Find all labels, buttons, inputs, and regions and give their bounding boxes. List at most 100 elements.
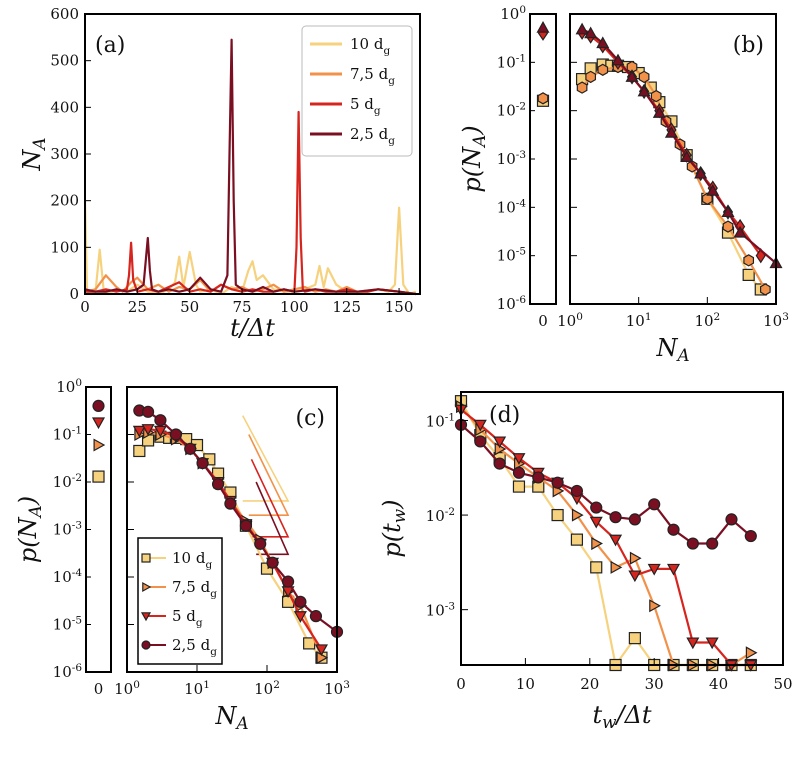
data-point-2.5 xyxy=(224,497,237,510)
data-point-2.5 xyxy=(733,225,747,238)
data-point-2.5 xyxy=(169,428,183,441)
y-tick-label: 10-4 xyxy=(497,197,527,216)
y-axis-label: p(NA) xyxy=(458,125,489,192)
data-point-5 xyxy=(609,534,623,547)
guide-line-7.5 xyxy=(248,434,290,517)
y-tick-label: 100 xyxy=(50,238,79,256)
legend-label: 10 dg xyxy=(350,35,390,57)
x-tick-label: 100 xyxy=(114,679,140,698)
data-point-7.5 xyxy=(591,537,603,551)
data-point-2.5 xyxy=(667,523,680,536)
data-point-7.5 xyxy=(610,560,623,574)
zero-point-2.5 xyxy=(92,399,105,413)
data-point-2.5 xyxy=(211,478,225,491)
legend-marker xyxy=(140,612,152,622)
legend-marker xyxy=(141,640,151,650)
series-line-7.5 xyxy=(581,65,767,291)
x-axis-label: NA xyxy=(214,702,248,733)
x-tick-label: 50 xyxy=(180,298,199,316)
x-axis-label: tw/Δt xyxy=(592,701,651,732)
zero-point-2.5 xyxy=(536,20,550,33)
zero-tick-label: 0 xyxy=(538,312,548,330)
y-axis-label: p(NA) xyxy=(14,496,45,563)
data-point-5 xyxy=(141,424,155,436)
y-axis-label: NA xyxy=(18,137,49,171)
data-point-2.5 xyxy=(611,53,625,66)
data-point-2.5 xyxy=(637,84,651,97)
data-point-2.5 xyxy=(686,537,699,550)
y-tick-label: 10-2 xyxy=(497,101,526,120)
data-point-7.5 xyxy=(597,63,609,77)
x-tick-label: 100 xyxy=(557,311,583,330)
x-tick-label: 40 xyxy=(709,675,728,693)
legend-label: 7,5 dg xyxy=(172,578,217,600)
data-point-10 xyxy=(742,268,755,282)
data-point-2.5 xyxy=(196,456,209,470)
y-tick-label: 400 xyxy=(50,98,79,116)
data-point-7.5 xyxy=(585,70,597,84)
x-tick-label: 102 xyxy=(694,311,720,330)
data-point-7.5 xyxy=(629,551,642,565)
y-tick-label: 500 xyxy=(50,52,79,70)
data-point-7.5 xyxy=(576,81,588,94)
series-line-10 xyxy=(460,400,751,667)
data-point-5 xyxy=(512,453,526,465)
y-tick-label: 100 xyxy=(500,4,526,23)
data-point-7.5 xyxy=(649,599,661,613)
data-point-2.5 xyxy=(694,166,708,179)
panel-label: (b) xyxy=(733,33,764,58)
legend-box xyxy=(301,25,413,157)
panel-label: (d) xyxy=(489,403,520,428)
x-tick-label: 20 xyxy=(580,675,599,693)
x-tick-label: 25 xyxy=(128,298,147,316)
data-point-2.5 xyxy=(570,484,584,498)
data-point-2.5 xyxy=(744,529,757,543)
data-point-5 xyxy=(314,644,328,657)
data-point-7.5 xyxy=(638,70,650,84)
panel-label: (a) xyxy=(95,33,125,58)
data-point-10 xyxy=(512,480,526,493)
data-point-2.5 xyxy=(493,457,506,470)
guide-line-10 xyxy=(242,415,290,502)
x-tick-label: 50 xyxy=(773,675,792,693)
x-tick-label: 103 xyxy=(324,679,350,698)
y-tick-label: 10-1 xyxy=(497,52,526,71)
y-axis-label: p(tw) xyxy=(378,499,409,557)
x-tick-label: 101 xyxy=(184,679,210,698)
data-point-10 xyxy=(590,561,603,574)
panel-b: 0 100 101 102 103 100 10-1 10-2 10-3 10-4 10-5 10-6… xyxy=(458,4,789,365)
y-tick-label: 10-4 xyxy=(53,567,83,586)
data-point-2.5 xyxy=(512,466,526,479)
legend-label: 2,5 dg xyxy=(350,125,395,147)
data-point-2.5 xyxy=(609,511,622,524)
data-point-2.5 xyxy=(154,414,167,427)
data-point-2.5 xyxy=(725,513,738,526)
data-point-5 xyxy=(647,563,661,576)
data-point-5 xyxy=(686,637,700,650)
panel-d: 0 10 20 30 40 50 10-1 10-2 10-3 tw/Δt p(tw) (d) xyxy=(378,391,793,732)
data-point-5 xyxy=(589,516,603,529)
data-point-2.5 xyxy=(281,575,295,588)
y-tick-label: 10-3 xyxy=(497,149,526,168)
data-point-2.5 xyxy=(664,125,678,138)
y-tick-label: 10-5 xyxy=(497,246,526,265)
data-point-5 xyxy=(293,611,307,623)
panel-a: 0 25 50 75 100 125 150 0 100 200 300 400 500 600 t/Δt N… xyxy=(18,5,421,342)
y-tick-label: 600 xyxy=(50,5,79,23)
data-point-2.5 xyxy=(309,610,323,623)
data-point-5 xyxy=(705,637,719,650)
x-tick-label: 125 xyxy=(332,298,361,316)
data-point-10 xyxy=(551,508,564,522)
legend-marker xyxy=(142,581,152,593)
x-tick-label: 103 xyxy=(763,311,789,330)
x-tick-label: 75 xyxy=(232,298,251,316)
data-point-7.5 xyxy=(745,646,758,660)
data-point-2.5 xyxy=(141,405,155,418)
x-tick-label: 0 xyxy=(456,675,466,693)
data-point-2.5 xyxy=(706,537,719,550)
y-tick-label: 200 xyxy=(50,192,79,210)
data-point-2.5 xyxy=(474,435,487,448)
y-tick-label: 10-2 xyxy=(426,506,455,525)
x-tick-label: 0 xyxy=(80,298,90,316)
